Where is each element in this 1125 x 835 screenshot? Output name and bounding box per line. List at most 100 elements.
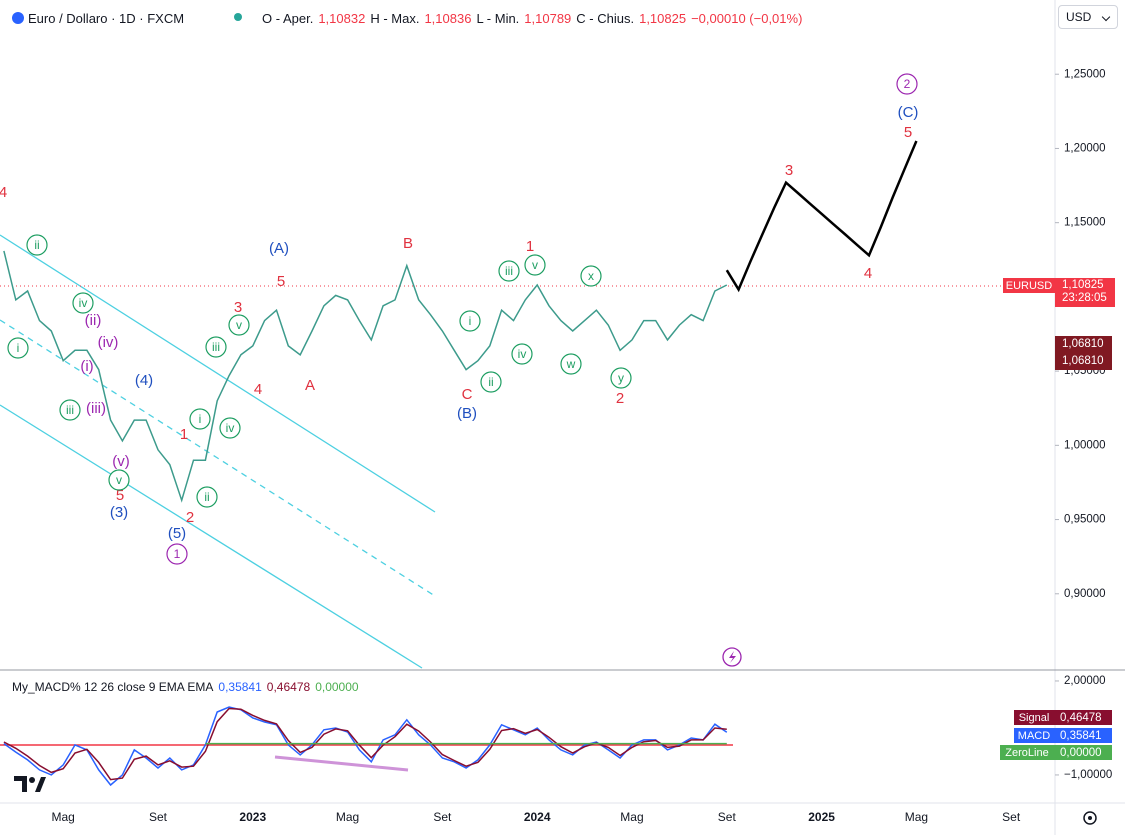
y-tick-label: 1,25000 (1064, 68, 1106, 80)
y-tick-label: 0,95000 (1064, 514, 1106, 526)
marker-tag (1055, 336, 1112, 370)
wave-label: 2 (616, 390, 624, 407)
wave-label: (B) (457, 405, 477, 422)
wave-label: iii (505, 264, 513, 278)
symbol-tag-label: EURUSD (1006, 280, 1053, 292)
channel-line (0, 404, 423, 669)
macd-tag-value: 0,35841 (1060, 730, 1102, 742)
wave-circle (580, 265, 602, 287)
series-line (3, 706, 728, 787)
open-value: 1,10832 (318, 10, 366, 26)
wave-circle (189, 408, 211, 430)
settings-icon-center (1088, 816, 1092, 820)
symbol-icon (12, 12, 24, 24)
wave-circle (511, 343, 533, 365)
wave-circle (560, 353, 582, 375)
zeroline-tag (1055, 745, 1112, 760)
price-tag-value: 1,10825 (1062, 279, 1104, 291)
signal-tag-value: 0,46478 (1060, 712, 1102, 724)
y-tick-label: 2,00000 (1064, 675, 1106, 687)
plot: 1,250001,200001,150001,050001,000000,950… (0, 68, 1112, 824)
macd-header: My_MACD% 12 26 close 9 EMA EMA 0,35841 0… (12, 680, 364, 694)
wave-circle (219, 417, 241, 439)
wave-label: x (588, 269, 594, 283)
wave-label: (5) (168, 525, 186, 542)
wave-label: 5 (116, 487, 124, 504)
logo[interactable] (14, 776, 46, 792)
macd-value: 0,35841 (218, 680, 262, 694)
wave-label: 5 (904, 124, 912, 141)
wave-label: 5 (277, 273, 285, 290)
wave-label: B (403, 235, 413, 252)
wave-label: 1 (180, 426, 188, 443)
y-tick-label: 1,15000 (1064, 217, 1106, 229)
wave-circle (166, 543, 188, 565)
symbol[interactable]: Euro / Dollaro · 1D · FXCM (28, 10, 185, 26)
wave-label: (A) (269, 240, 289, 257)
header: Euro / Dollaro · 1D · FXCM (28, 8, 189, 28)
wave-label: iv (79, 296, 88, 310)
wave-label: i (199, 412, 202, 426)
y-tick-label: 1,20000 (1064, 142, 1106, 154)
zeroline-tag-value: 0,00000 (1060, 747, 1102, 759)
wave-label: (v) (112, 453, 130, 470)
currency-select[interactable]: USD (1058, 5, 1118, 29)
wave-label: 2 (904, 77, 911, 91)
wave-label: 2 (186, 509, 194, 526)
wave-circle (896, 73, 918, 95)
wave-label: 4 (254, 381, 262, 398)
x-tick-label: Mag (52, 810, 75, 824)
x-tick-label: Set (718, 810, 737, 824)
wave-circle (26, 234, 48, 256)
wave-circle (610, 367, 632, 389)
wave-circle (72, 292, 94, 314)
x-tick-label: Set (1002, 810, 1021, 824)
divergence-line (274, 755, 409, 772)
marker-tag-value: 1,06810 (1062, 355, 1104, 367)
wave-label: v (116, 473, 122, 487)
close-label: C - Chius. (576, 10, 635, 26)
wave-circle (498, 260, 520, 282)
zeroline-tag (1000, 745, 1055, 760)
macd-tag-name: MACD (1018, 730, 1050, 742)
wave-label: ii (34, 238, 39, 252)
wave-label: 3 (234, 299, 242, 316)
wave-label: (ii) (85, 312, 102, 329)
ohlc: O - Aper. 1,10832 H - Max. 1,10836 L - M… (262, 8, 807, 28)
signal-tag-name: Signal (1019, 712, 1050, 724)
wave-label: (4) (135, 372, 153, 389)
wave-circle (480, 371, 502, 393)
wave-label: iii (66, 403, 74, 417)
marker-tag-value: 1,06810 (1062, 338, 1104, 350)
wave-label: C (462, 386, 473, 403)
y-tick-label: 1,00000 (1064, 439, 1106, 451)
x-tick-label: Mag (336, 810, 359, 824)
wave-circle (459, 310, 481, 332)
symbol-tag (1003, 278, 1055, 293)
wave-label: iv (518, 347, 527, 361)
wave-label: v (532, 258, 538, 272)
channel-midline (0, 319, 436, 597)
signal-tag (1055, 710, 1112, 725)
x-tick-label: 2024 (524, 810, 551, 824)
series-line (3, 250, 728, 503)
zeroline-value: 0,00000 (315, 680, 359, 694)
macd-tag (1014, 728, 1055, 743)
low-label: L - Min. (476, 10, 520, 26)
wave-label: 4 (864, 265, 872, 282)
event-icon-bolt (729, 651, 736, 663)
wave-label: 1 (526, 238, 534, 255)
channel-line (0, 234, 436, 513)
price-tag-countdown: 23:28:05 (1062, 292, 1107, 304)
y-tick-label: −1,00000 (1064, 769, 1112, 781)
x-tick-label: Mag (905, 810, 928, 824)
wave-label: (3) (110, 504, 128, 521)
wave-label: v (236, 318, 242, 332)
settings-icon[interactable] (1083, 811, 1097, 825)
x-tick-label: 2025 (808, 810, 835, 824)
zeroline-tag-name: ZeroLine (1005, 747, 1048, 759)
change-value: −0,00010 (−0,01%) (691, 10, 803, 26)
wave-label: 4 (0, 184, 7, 201)
